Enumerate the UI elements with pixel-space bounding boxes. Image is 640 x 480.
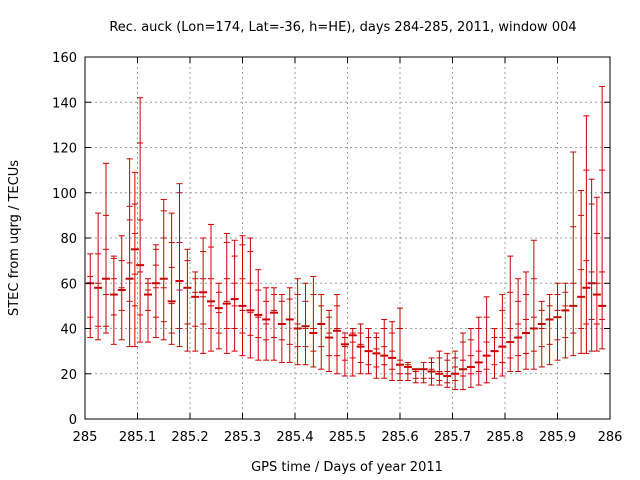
error-bar [191, 271, 200, 352]
y-tick-label: 60 [60, 277, 77, 292]
error-bar [451, 350, 460, 391]
error-bar [427, 357, 436, 386]
error-bar [199, 237, 208, 354]
error-bar [411, 368, 420, 384]
error-bar [317, 294, 326, 370]
error-bar [592, 196, 601, 352]
error-bar [254, 269, 263, 361]
y-axis-label: STEC from uqrg / TECUs [7, 160, 22, 316]
error-bar [109, 255, 118, 345]
y-tick-label: 40 [60, 323, 77, 338]
x-tick-label: 285.2 [171, 430, 208, 445]
error-bar [380, 318, 389, 379]
error-bar [125, 158, 134, 348]
error-bar [262, 287, 271, 361]
grid [85, 57, 610, 419]
y-tick-label: 80 [60, 232, 77, 247]
error-bar [348, 328, 357, 377]
error-bar [207, 223, 215, 352]
error-bar [246, 237, 255, 359]
error-bar [561, 282, 570, 359]
chart-title: Rec. auck (Lon=174, Lat=-36, h=HE), days… [109, 20, 576, 35]
error-bar [569, 151, 578, 357]
error-bar [167, 212, 176, 345]
error-bar [151, 244, 160, 339]
error-bar [136, 97, 145, 343]
error-bar [102, 162, 110, 334]
error-bar [388, 321, 397, 382]
error-bar [482, 296, 491, 384]
error-bar [333, 294, 341, 375]
error-bar [301, 282, 310, 366]
error-bar [522, 271, 530, 370]
error-bar [443, 352, 452, 388]
error-bar [577, 189, 586, 354]
error-bar [582, 115, 591, 354]
error-bar [117, 235, 126, 341]
error-bar [553, 282, 562, 361]
error-bar [144, 278, 152, 343]
error-bar [545, 294, 554, 366]
x-tick-label: 285.7 [434, 430, 471, 445]
error-bar [403, 361, 412, 382]
error-bar [466, 328, 475, 388]
error-bar [270, 287, 278, 361]
error-bar [372, 332, 381, 379]
error-bar [529, 239, 538, 370]
y-tick-label: 120 [52, 142, 77, 157]
error-bar [498, 294, 507, 377]
x-tick-label: 285.4 [276, 430, 313, 445]
error-bar [587, 178, 596, 352]
error-bar [293, 278, 302, 366]
error-bar [537, 300, 546, 368]
error-bar [459, 332, 467, 391]
x-axis-label: GPS time / Days of year 2011 [251, 460, 443, 475]
data-marks [86, 85, 607, 391]
error-bar [419, 361, 428, 384]
error-bar [183, 248, 192, 352]
error-bar [214, 282, 223, 350]
error-bar [130, 171, 139, 348]
error-bar [238, 235, 247, 357]
error-bar [309, 275, 318, 368]
error-bar [285, 287, 294, 363]
error-bar [396, 307, 404, 382]
x-tick-label: 285.3 [224, 430, 261, 445]
axes: 285 285.1 285.2 285.3 285.4 285.5 285.6 285.7 28… [52, 51, 622, 445]
y-tick-label: 100 [52, 187, 77, 202]
error-bar [490, 328, 499, 379]
x-tick-label: 285.5 [329, 430, 366, 445]
error-bar [159, 199, 168, 341]
y-tick-label: 0 [69, 413, 77, 428]
x-tick-label: 285.8 [486, 430, 523, 445]
error-bar [325, 309, 334, 372]
x-tick-label: 286 [598, 430, 623, 445]
error-bar [514, 278, 523, 372]
error-bar [474, 316, 483, 386]
error-bar [364, 328, 373, 375]
error-bar [435, 350, 444, 386]
error-bar [340, 332, 349, 377]
x-tick-label: 285.9 [539, 430, 576, 445]
y-tick-label: 20 [60, 368, 77, 383]
y-tick-label: 140 [52, 96, 77, 111]
error-bar [356, 323, 365, 375]
error-bar [598, 85, 607, 350]
x-tick-label: 285.1 [119, 430, 156, 445]
error-bar [222, 232, 231, 354]
error-bar [506, 255, 515, 372]
error-bar [175, 183, 184, 348]
x-tick-label: 285 [73, 430, 98, 445]
error-bar [94, 212, 103, 341]
error-bar [277, 294, 286, 363]
error-bar [86, 253, 95, 339]
error-bar [230, 239, 239, 352]
x-tick-label: 285.6 [381, 430, 418, 445]
y-tick-label: 160 [52, 51, 77, 66]
